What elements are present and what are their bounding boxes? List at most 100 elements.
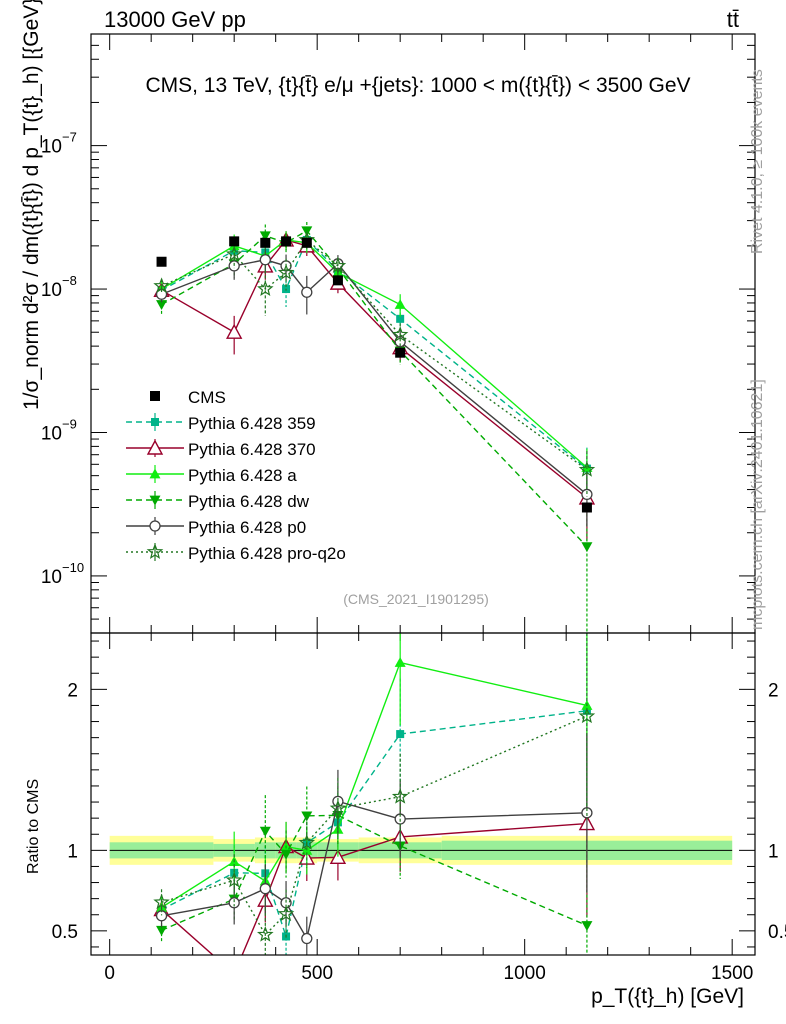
ratio-layer	[153, 633, 596, 955]
ratio-uncertainty-bands	[109, 835, 733, 865]
mcplots-label: mcplots.cern.ch [arXiv:2401.10621]	[749, 379, 766, 630]
plot-title: CMS, 13 TeV, {t}{t̄} e/μ +{jets}: 1000 <…	[145, 74, 690, 97]
legend-label: Pythia 6.428 dw	[188, 492, 310, 511]
cms-data-point	[281, 236, 292, 247]
ratio-point	[581, 807, 593, 819]
x-tick-label: 1000	[504, 963, 546, 984]
legend: CMS Pythia 6.428 359 Pythia 6.428 370 Pythi…	[126, 388, 346, 563]
y-tick-label: 10	[41, 567, 62, 588]
ratio-point	[225, 871, 243, 888]
ratio-point	[329, 799, 347, 816]
cms-data-point	[260, 237, 271, 248]
ratio-line	[161, 715, 588, 936]
rivet-label: Rivet 4.1.0, ≥ 100k events	[749, 69, 766, 254]
ratio-point	[259, 826, 271, 837]
y-tick-exponent: −8	[62, 273, 77, 288]
ratio-line	[161, 822, 587, 955]
series-line	[161, 238, 588, 470]
series-point	[394, 299, 406, 309]
x-tick-label: 0	[104, 963, 115, 984]
cms-data-point	[229, 236, 240, 247]
x-tick-label: 500	[301, 963, 333, 984]
ratio-line	[161, 661, 588, 909]
series-point	[277, 264, 295, 280]
y-axis-label: 1/σ_norm d²σ / dm({t}{t̄}) d p_T({t}_h) …	[20, 0, 43, 410]
series-point	[396, 314, 405, 323]
cms-data-point	[301, 237, 312, 248]
series-line	[161, 239, 588, 499]
series-point	[259, 254, 271, 266]
legend-label: Pythia 6.428 370	[188, 440, 316, 459]
cms-data-layer	[156, 236, 592, 513]
legend-marker	[151, 418, 159, 426]
series-point	[391, 326, 409, 342]
ratio-point	[581, 921, 593, 931]
legend-marker	[146, 543, 164, 560]
y-tick-label: 10	[41, 280, 62, 301]
ratio-point	[301, 932, 313, 945]
header-left: 13000 GeV pp	[104, 7, 246, 32]
ratio-line	[161, 710, 588, 940]
ratio-point	[301, 811, 313, 822]
series-point	[225, 245, 243, 262]
series-point	[329, 257, 347, 273]
series-line	[161, 259, 588, 495]
ratio-point	[578, 707, 596, 724]
series-point	[578, 461, 596, 477]
ratio-line	[161, 800, 587, 941]
cms-data-point	[332, 275, 343, 286]
series-point	[226, 323, 243, 339]
series-point	[581, 542, 593, 553]
ratio-tick-label-right: 2	[768, 680, 779, 701]
ratio-point	[329, 848, 347, 865]
analysis-id: (CMS_2021_I1901295)	[343, 591, 489, 607]
ratio-point	[259, 883, 271, 895]
ratio-point	[298, 834, 316, 850]
y-tick-exponent: −10	[62, 560, 84, 575]
y-tick-exponent: −9	[62, 416, 77, 431]
legend-label: Pythia 6.428 359	[188, 414, 316, 433]
legend-marker-cms	[150, 391, 160, 401]
series-point	[259, 231, 271, 242]
ratio-point	[391, 788, 409, 804]
series-point	[301, 286, 313, 298]
ratio-point	[153, 893, 170, 910]
x-axis-label: p_T({t}_h) [GeV]	[591, 985, 744, 1008]
series-point	[228, 260, 240, 272]
legend-marker	[149, 520, 161, 532]
ratio-point	[277, 905, 295, 922]
header-right: tt̄	[727, 7, 739, 32]
series-point	[156, 300, 168, 311]
ratio-point	[396, 730, 405, 739]
ratio-point	[256, 926, 274, 942]
legend-label-cms: CMS	[188, 388, 226, 407]
ratio-tick-label: 1	[67, 841, 78, 862]
legend-label: Pythia 6.428 p0	[188, 518, 306, 537]
ratio-point	[156, 925, 168, 936]
cms-data-point	[581, 502, 592, 513]
series-point	[257, 280, 274, 297]
tick-marks	[91, 33, 755, 955]
series-layer	[153, 222, 596, 633]
y-tick-label: 10	[41, 137, 62, 158]
series-line	[161, 238, 588, 471]
ratio-line	[161, 814, 588, 931]
ratio-tick-label-right: 1	[768, 841, 779, 862]
ratio-point	[228, 897, 240, 909]
ratio-tick-label: 0.5	[52, 922, 78, 943]
legend-marker	[149, 468, 161, 479]
ratio-point	[394, 657, 406, 667]
y-tick-exponent: −7	[62, 130, 77, 145]
ratio-point	[155, 910, 168, 922]
ratio-point	[280, 849, 292, 860]
legend-marker	[146, 439, 164, 455]
cms-data-point	[156, 256, 167, 267]
legend-label: Pythia 6.428 a	[188, 466, 297, 485]
ratio-tick-label-right: 0.5	[768, 922, 786, 943]
series-line	[161, 239, 588, 469]
ratio-plot-frame	[90, 632, 756, 956]
ratio-tick-label: 2	[67, 680, 78, 701]
series-point	[153, 277, 170, 294]
